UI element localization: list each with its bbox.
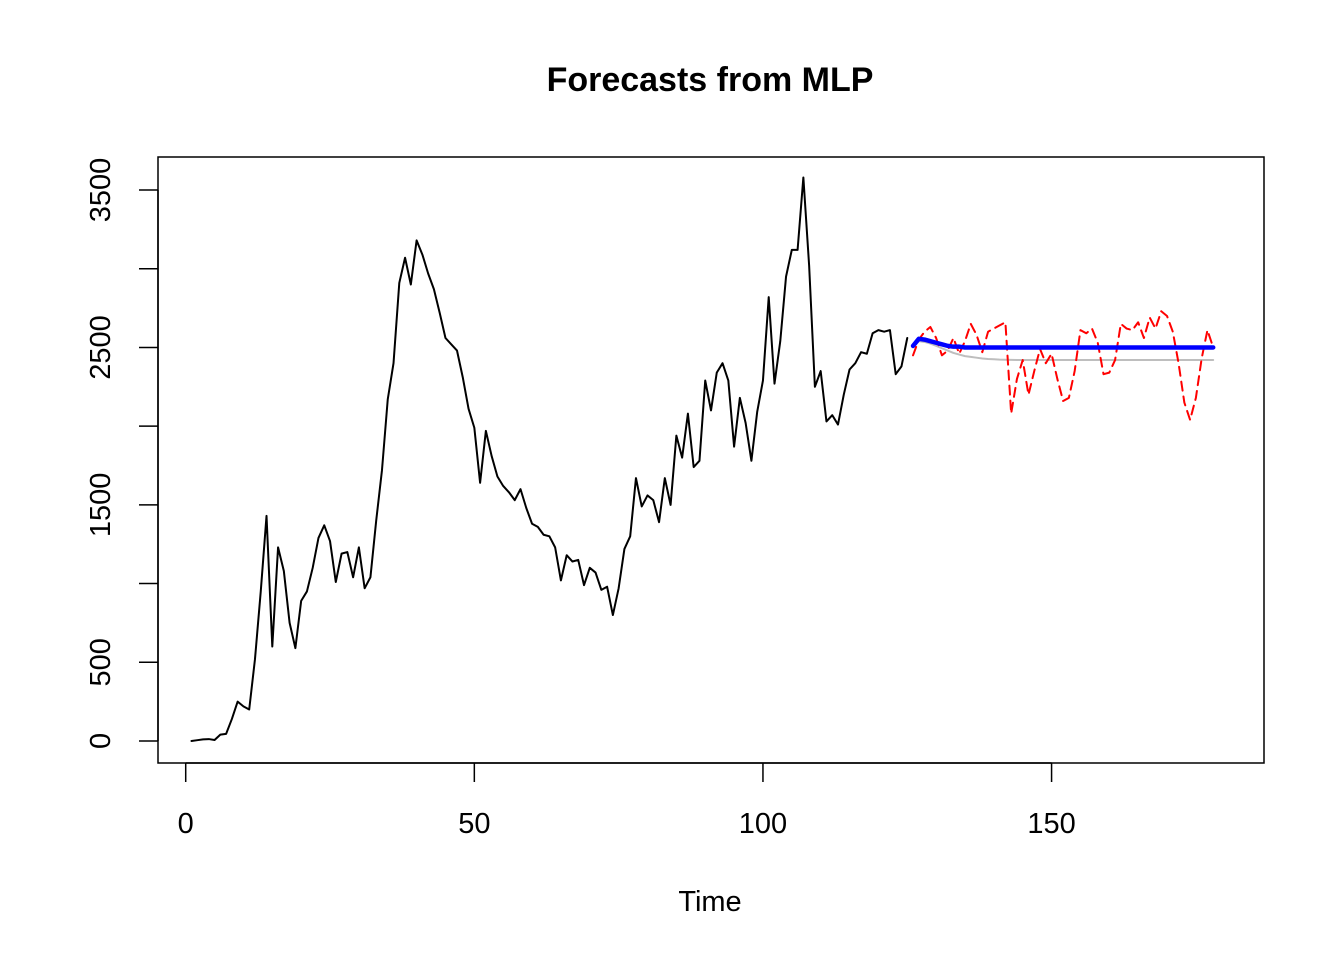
x-tick-label: 50	[458, 808, 490, 840]
series-line-observed	[190, 176, 909, 742]
plot-layer	[190, 176, 1216, 742]
x-tick-label: 150	[1027, 808, 1075, 840]
y-tick-label: 3500	[85, 158, 117, 223]
x-tick-label: 100	[739, 808, 787, 840]
series-line-forecast-gray	[912, 340, 1215, 362]
x-tick-label: 0	[178, 808, 194, 840]
y-tick-label: 2500	[85, 315, 117, 380]
y-tick-label: 500	[85, 638, 117, 686]
y-tick-label: 1500	[85, 473, 117, 538]
chart-title: Forecasts from MLP	[547, 61, 874, 99]
series-line-forecast-blue	[910, 336, 1216, 350]
x-axis: 0 50 100 150	[178, 762, 1076, 840]
x-axis-label: Time	[678, 886, 741, 918]
y-axis: 0 500 1500 2500 3500	[85, 158, 159, 749]
y-tick-label: 0	[85, 733, 117, 749]
